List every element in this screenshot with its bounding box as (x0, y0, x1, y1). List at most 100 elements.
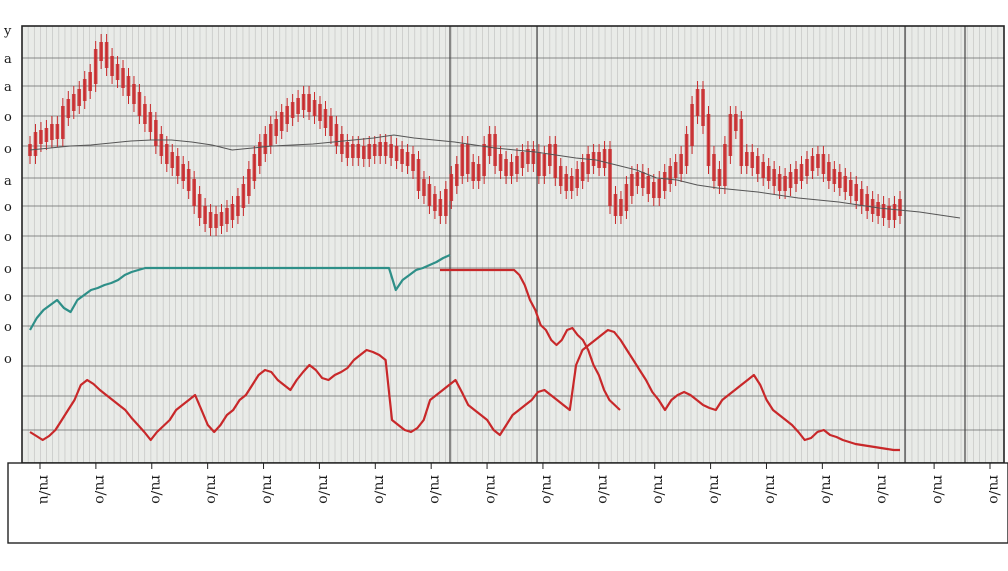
candle-body (821, 154, 826, 174)
candle-body (154, 120, 158, 146)
candle-body (641, 172, 645, 188)
x-tick-label: ru/o (260, 475, 276, 504)
y-tick-label: o (4, 352, 12, 367)
series-1 (29, 328, 900, 452)
candle-body (219, 212, 224, 226)
candle-body (673, 162, 678, 178)
candle-body (268, 124, 273, 146)
x-axis-ticks: ru/u ru/o ru/o ru/o ru/o ru/o ru/o ru/o ru/o ru/o… (36, 463, 1002, 504)
x-tick-label: ru/o (930, 475, 946, 504)
candle-body (651, 182, 656, 198)
candle-body (307, 94, 311, 112)
y-tick-label: o (4, 262, 12, 277)
candle-body (684, 134, 689, 166)
candle-body (810, 156, 815, 171)
candle-body (433, 194, 437, 211)
candle-body (569, 176, 574, 191)
candle-body (279, 112, 284, 131)
candle-body (367, 144, 372, 159)
candle-body (351, 144, 355, 158)
x-tick-label: ru/o (315, 475, 331, 504)
x-tick-label: ru/o (874, 475, 890, 504)
candle-body (39, 130, 43, 144)
candle-body (646, 176, 651, 194)
candle-body (263, 134, 268, 154)
x-tick-label: ru/o (651, 475, 667, 504)
candle-body (690, 104, 694, 146)
candle-body (630, 174, 634, 196)
candle-body (744, 152, 749, 166)
series-4 (29, 134, 961, 219)
candle-body (104, 42, 109, 68)
candle-body (723, 144, 727, 186)
candle-body (515, 156, 519, 174)
candle-body (619, 199, 623, 216)
candle-body (203, 206, 207, 224)
candle-body (411, 154, 415, 171)
candle-body (799, 164, 804, 181)
y-tick-label: a (4, 52, 12, 67)
candle-body (159, 134, 164, 156)
candle-body (624, 184, 629, 211)
candle-body (318, 104, 322, 121)
candle-body (471, 162, 476, 181)
candle-body (816, 154, 820, 168)
candle-body (208, 212, 213, 228)
candle-body (110, 56, 114, 76)
x-tick-label: ru/o (371, 475, 387, 504)
candle-body (465, 144, 470, 174)
x-tick-label: ru/o (92, 475, 108, 504)
candle-body (476, 164, 481, 181)
candle-body (881, 204, 886, 218)
candle-body (301, 94, 306, 110)
candle-body (531, 149, 536, 164)
y-tick-label: o (4, 142, 12, 157)
candle-body (635, 172, 640, 186)
candle-body (334, 124, 339, 146)
candle-body (372, 144, 377, 156)
candle-body (55, 124, 60, 139)
candle-body (580, 162, 585, 181)
candle-body (493, 134, 497, 166)
y-tick-label: y (3, 24, 12, 39)
candle-body (805, 159, 809, 176)
x-tick-label: ru/o (986, 475, 1002, 504)
y-tick-label: o (4, 320, 12, 335)
candle-body (400, 149, 404, 164)
candle-body (838, 172, 842, 188)
candle-body (509, 162, 514, 176)
candle-body (71, 94, 76, 111)
candle-body (132, 84, 136, 104)
candle-body (859, 189, 864, 206)
candle-body (526, 149, 530, 164)
x-axis-band (7, 462, 1008, 544)
candle-body (827, 162, 831, 181)
candle-body (143, 104, 147, 124)
series-line (440, 268, 621, 411)
candle-body (739, 119, 744, 166)
candle-body (695, 89, 700, 116)
y-tick-label: o (4, 290, 12, 305)
candle-body (487, 134, 492, 156)
candle-body (591, 152, 596, 166)
candle-body (148, 112, 153, 132)
series-2 (29, 253, 451, 331)
x-tick-label: ru/o (818, 475, 834, 504)
x-tick-label: ru/o (483, 475, 499, 504)
candle-body (602, 149, 607, 168)
candle-body (296, 98, 300, 114)
candle-body (755, 156, 760, 174)
x-tick-label: ru/o (762, 475, 778, 504)
candle-body (241, 184, 246, 208)
candle-body (854, 184, 859, 201)
candle-body (383, 142, 388, 156)
grid (21, 26, 1005, 463)
y-tick-label: a (4, 80, 12, 95)
candle-body (230, 204, 235, 220)
candle-body (701, 89, 705, 126)
series-group (28, 34, 961, 452)
candle-body (788, 172, 793, 188)
